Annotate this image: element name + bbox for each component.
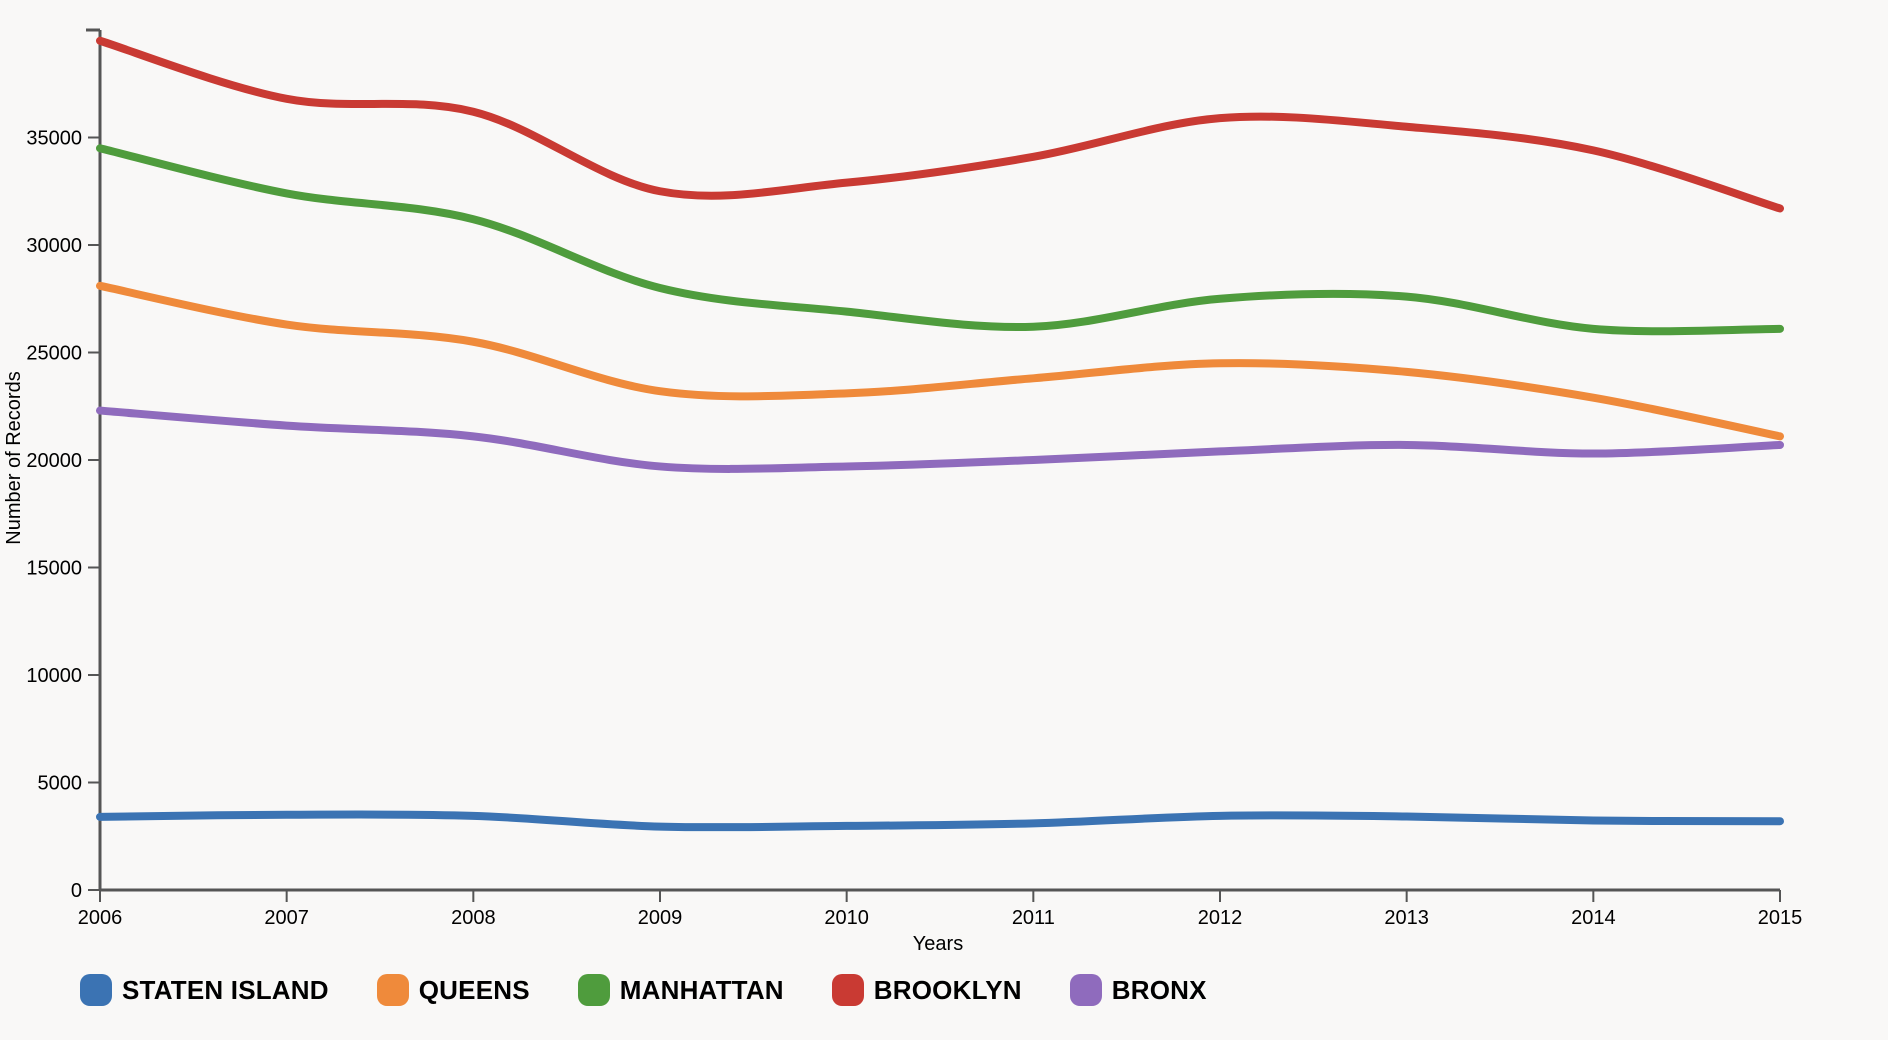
x-axis-title: Years xyxy=(913,933,963,955)
x-tick-label: 2015 xyxy=(1758,907,1803,929)
legend-item-bronx[interactable]: BRONX xyxy=(1069,974,1207,1006)
x-tick-label: 2010 xyxy=(824,907,869,929)
legend-item-queens[interactable]: QUEENS xyxy=(376,974,530,1006)
legend-swatch xyxy=(831,974,864,1006)
legend-swatch xyxy=(577,974,610,1006)
legend-swatch xyxy=(80,974,112,1006)
legend-swatch xyxy=(1069,974,1102,1006)
series-line-manhattan xyxy=(96,144,1784,336)
y-tick-label: 20000 xyxy=(26,450,82,472)
y-axis-title: Number of Records xyxy=(3,371,25,544)
y-tick-label: 10000 xyxy=(26,665,82,687)
legend-item-brooklyn[interactable]: BROOKLYN xyxy=(831,974,1022,1006)
legend-label: BROOKLYN xyxy=(873,974,1022,1005)
legend: STATEN ISLAND QUEENS MANHATTAN BROOKLYN BRON… xyxy=(80,972,1255,1008)
x-tick-label: 2008 xyxy=(451,907,496,929)
legend-label: MANHATTAN xyxy=(619,974,784,1005)
y-tick-label: 25000 xyxy=(26,343,82,365)
x-tick-label: 2014 xyxy=(1571,907,1616,929)
legend-item-manhattan[interactable]: MANHATTAN xyxy=(577,974,784,1006)
series-line-bronx xyxy=(96,406,1784,473)
x-tick-label: 2011 xyxy=(1012,907,1055,929)
series-line-staten-island xyxy=(96,810,1784,832)
legend-label: QUEENS xyxy=(418,974,530,1005)
x-tick-label: 2012 xyxy=(1198,907,1243,929)
x-tick-label: 2006 xyxy=(78,907,123,929)
legend-label: STATEN ISLAND xyxy=(122,974,329,1005)
y-tick-label: 30000 xyxy=(26,235,82,257)
y-tick-label: 35000 xyxy=(26,128,82,150)
y-tick-label: 0 xyxy=(71,880,82,902)
y-tick-label: 15000 xyxy=(26,558,82,580)
y-tick-label: 5000 xyxy=(38,773,83,795)
x-tick-label: 2009 xyxy=(638,907,683,929)
series-line-brooklyn xyxy=(96,36,1784,213)
legend-item-staten-island[interactable]: STATEN ISLAND xyxy=(80,974,329,1006)
legend-label: BRONX xyxy=(1111,974,1207,1005)
series-line-queens xyxy=(96,281,1784,441)
x-tick-label: 2007 xyxy=(264,907,309,929)
legend-swatch xyxy=(376,974,409,1006)
x-tick-label: 2013 xyxy=(1384,907,1429,929)
